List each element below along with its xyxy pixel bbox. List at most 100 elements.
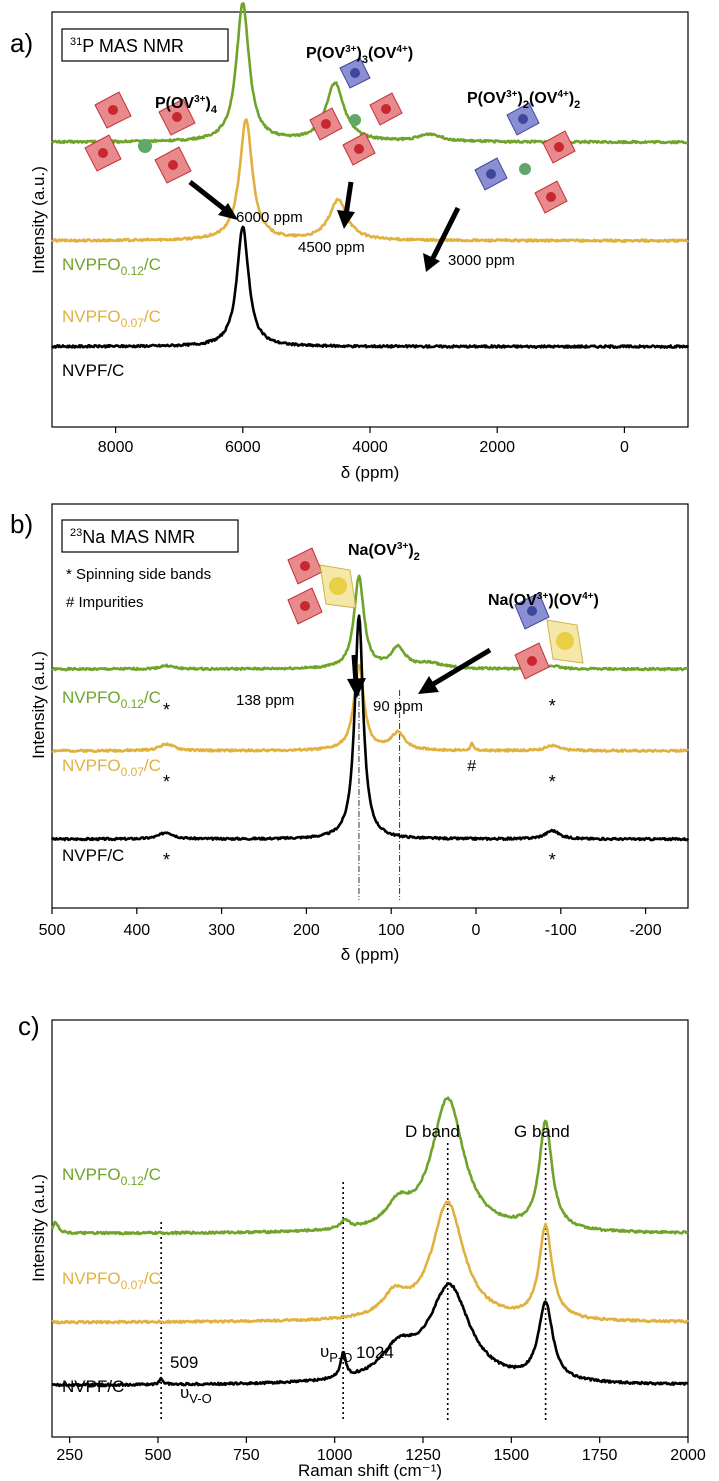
x-tick-label: 250 <box>56 1447 83 1464</box>
panel-b-frame <box>51 503 689 909</box>
structure-a2-label: P(OV3+)3(OV4+) <box>306 44 413 66</box>
panel-a: a) 31P MAS NMR Intensity (a.u.) δ (ppm) … <box>10 2 690 482</box>
panel-a-nucleus-label: 31P MAS NMR <box>70 36 184 56</box>
x-tick-label: 8000 <box>98 439 134 456</box>
series-label: NVPF/C <box>62 361 124 380</box>
panel-b-series <box>50 574 690 842</box>
structure-na-ov3-2 <box>287 547 357 625</box>
panel-c-series <box>50 1096 690 1388</box>
panel-b-ylabel: Intensity (a.u.) <box>29 651 48 759</box>
x-tick-label: 1500 <box>494 1447 530 1464</box>
x-tick-label: 0 <box>620 439 629 456</box>
panel-c: c) Intensity (a.u.) Raman shift (cm⁻¹) 2… <box>18 1011 706 1480</box>
x-tick-label: -200 <box>630 922 662 939</box>
x-tick-label: 2000 <box>670 1447 706 1464</box>
panel-b-series-labels: NVPFO0.12/C NVPFO0.07/C NVPF/C <box>62 688 161 865</box>
x-tick-label: 500 <box>39 922 66 939</box>
arrow-b1 <box>351 654 359 684</box>
x-tick-label: 200 <box>293 922 320 939</box>
series-line <box>50 614 690 842</box>
panel-b-guides <box>358 690 401 900</box>
panel-b-xaxis: 500 400 300 200 100 0 -100 -200 <box>39 908 662 939</box>
g-band-label: G band <box>514 1122 570 1141</box>
x-tick-label: 100 <box>378 922 405 939</box>
structure-p-ov3-3-ov4 <box>309 57 403 166</box>
panel-c-ylabel: Intensity (a.u.) <box>29 1174 48 1282</box>
sideband-star: * <box>163 850 170 870</box>
x-tick-label: 2000 <box>479 439 515 456</box>
series-label: NVPFO0.12/C <box>62 688 161 711</box>
x-tick-label: 300 <box>208 922 235 939</box>
x-tick-label: 750 <box>233 1447 260 1464</box>
series-line <box>51 574 689 672</box>
panel-b-markers: * * * * * * # <box>163 696 556 870</box>
x-tick-label: 1250 <box>405 1447 441 1464</box>
panel-b: b) 23Na MAS NMR * Spinning side bands # … <box>10 503 690 964</box>
structure-b2-label: Na(OV3+)(OV4+) <box>488 591 599 609</box>
x-tick-label: 1750 <box>582 1447 618 1464</box>
panel-a-letter: a) <box>10 28 33 58</box>
sideband-star: * <box>549 772 556 792</box>
arrow-a3-head <box>423 253 440 272</box>
series-line <box>51 1282 689 1388</box>
arrow-a2 <box>343 181 354 216</box>
structure-na-ov3-ov4 <box>514 592 584 680</box>
peak-4500-label: 4500 ppm <box>298 239 365 256</box>
x-tick-label: 6000 <box>225 439 261 456</box>
panel-a-series <box>50 2 690 349</box>
series-line <box>50 1096 689 1236</box>
peak-509-label: 509 <box>170 1353 198 1372</box>
arrow-a3 <box>429 206 461 262</box>
arrow-b2 <box>428 647 492 689</box>
arrow-b1-head <box>347 678 366 698</box>
structure-p-ov3-4 <box>84 91 196 184</box>
panel-a-frame <box>51 11 689 428</box>
peak-138-label: 138 ppm <box>236 692 294 709</box>
v-o-label: υV-O <box>180 1383 212 1406</box>
sideband-star: * <box>163 700 170 720</box>
x-tick-label: 1000 <box>317 1447 353 1464</box>
panel-b-letter: b) <box>10 509 33 539</box>
peak-3000-label: 3000 ppm <box>448 252 515 269</box>
panel-a-series-labels: NVPFO0.12/C NVPFO0.07/C NVPF/C <box>62 255 161 380</box>
d-band-label: D band <box>405 1122 460 1141</box>
panel-c-xlabel: Raman shift (cm⁻¹) <box>298 1461 442 1480</box>
x-tick-label: 400 <box>123 922 150 939</box>
panel-b-xlabel: δ (ppm) <box>341 945 400 964</box>
series-label: NVPFO0.07/C <box>62 756 161 779</box>
series-label: NVPFO0.12/C <box>62 255 161 278</box>
legend-star: * Spinning side bands <box>66 566 211 583</box>
panel-a-label-box <box>61 28 229 62</box>
panel-a-xlabel: δ (ppm) <box>341 463 400 482</box>
panel-a-ylabel: Intensity (a.u.) <box>29 166 48 274</box>
x-tick-label: -100 <box>545 922 577 939</box>
series-label: NVPFO0.07/C <box>62 307 161 330</box>
structure-p-ov3-2-ov4-2 <box>474 102 576 214</box>
series-line <box>50 225 690 349</box>
series-line <box>50 118 689 243</box>
panel-c-letter: c) <box>18 1011 40 1041</box>
sideband-star: * <box>549 850 556 870</box>
series-line <box>51 664 690 753</box>
series-label: NVPFO0.07/C <box>62 1269 161 1292</box>
structure-b1-label: Na(OV3+)2 <box>348 541 420 563</box>
x-tick-label: 500 <box>145 1447 172 1464</box>
panel-c-xaxis: 250 500 750 1000 1250 1500 1750 2000 <box>56 1437 706 1464</box>
panel-b-nucleus-label: 23Na MAS NMR <box>70 527 195 547</box>
series-line <box>51 1200 690 1325</box>
x-tick-label: 0 <box>472 922 481 939</box>
arrow-a1 <box>188 180 230 214</box>
peak-6000-label: 6000 ppm <box>236 209 303 226</box>
series-line <box>51 2 689 145</box>
impurity-hash: # <box>467 758 476 775</box>
sideband-star: * <box>163 772 170 792</box>
series-label: NVPF/C <box>62 846 124 865</box>
arrow-a1-head <box>218 203 238 220</box>
peak-1024-label: 1024 <box>356 1343 394 1362</box>
arrow-a2-head <box>337 210 355 229</box>
x-tick-label: 4000 <box>352 439 388 456</box>
structure-a1-label: P(OV3+)4 <box>155 94 218 116</box>
panel-a-xaxis: 8000 6000 4000 2000 0 <box>98 427 629 456</box>
sideband-star: * <box>549 696 556 716</box>
